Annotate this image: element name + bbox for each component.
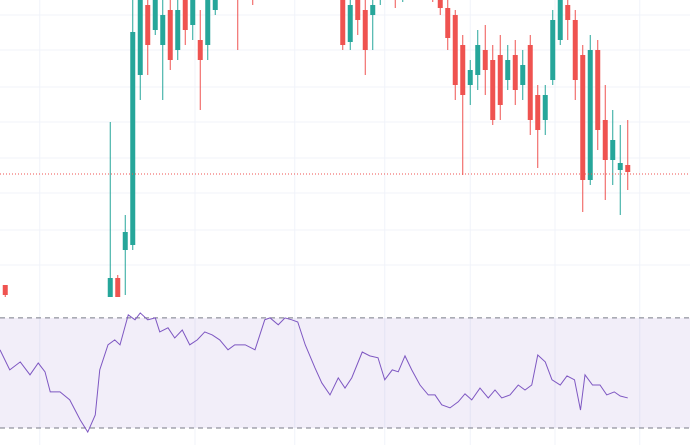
candle-body xyxy=(445,8,451,38)
candle-body xyxy=(197,40,203,60)
candle-body xyxy=(362,10,368,50)
candle-body xyxy=(122,232,128,250)
candle-body xyxy=(115,278,121,297)
candle-body xyxy=(565,5,571,20)
candle-body xyxy=(452,15,458,85)
candle-body xyxy=(617,163,623,170)
candle-body xyxy=(550,20,556,80)
oscillator-line xyxy=(0,312,628,434)
candle-body xyxy=(497,55,503,105)
candle-body xyxy=(355,0,361,20)
candle-body xyxy=(137,0,143,75)
candle-body xyxy=(512,55,518,90)
candle-body xyxy=(467,70,473,85)
candle-body xyxy=(527,45,533,120)
candle-body xyxy=(340,0,346,45)
candle-body xyxy=(107,278,113,297)
candle-body xyxy=(475,45,481,75)
price-panel xyxy=(0,0,690,297)
candle-body xyxy=(205,0,211,45)
band-fill xyxy=(0,317,690,428)
candle-body xyxy=(437,0,443,8)
candle-body xyxy=(557,0,563,40)
candle-body xyxy=(602,120,608,160)
candle-body xyxy=(580,55,586,180)
candle-body xyxy=(610,140,616,160)
oscillator-panel xyxy=(0,312,690,434)
candle-body xyxy=(587,50,593,180)
candle-body xyxy=(625,165,631,172)
candle-body xyxy=(212,0,218,10)
candle-body xyxy=(520,65,526,85)
candle-body xyxy=(595,50,601,130)
candle-body xyxy=(505,60,511,80)
candle-body xyxy=(482,50,488,70)
candle-body xyxy=(145,5,151,45)
candle-body xyxy=(542,95,548,120)
candle-body xyxy=(160,15,166,45)
candle-body xyxy=(182,0,188,30)
candle-body xyxy=(370,5,376,15)
candle-body xyxy=(167,10,173,60)
candle-body xyxy=(2,285,8,295)
candle-body xyxy=(347,5,353,42)
candle-body xyxy=(460,45,466,95)
candle-body xyxy=(190,0,196,25)
candle-body xyxy=(535,95,541,130)
candle-body xyxy=(130,32,136,245)
candle-body xyxy=(152,0,158,30)
candle-body xyxy=(572,20,578,80)
candle-body xyxy=(175,10,181,50)
candle-body xyxy=(490,60,496,120)
